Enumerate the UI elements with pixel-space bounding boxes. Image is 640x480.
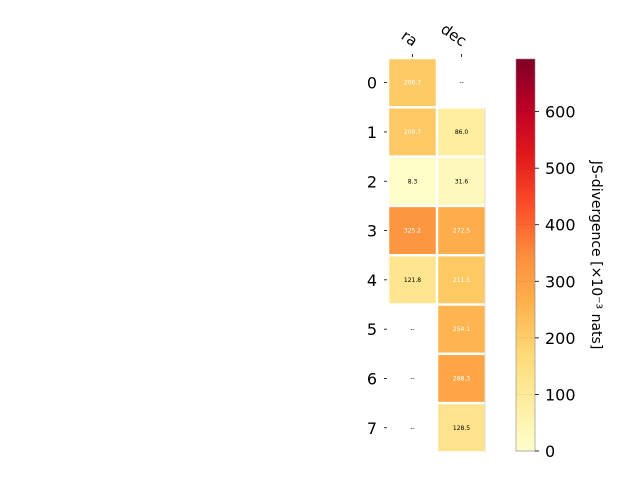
row-tick-label: 4 xyxy=(367,271,377,290)
heatmap-cell xyxy=(438,207,485,254)
cell-value-label: 209.7 xyxy=(404,129,421,136)
row-tick-label: 3 xyxy=(367,222,377,241)
colorbar-tick-label: 300 xyxy=(545,272,576,291)
heatmap-cell xyxy=(438,305,485,353)
cell-value-label: -- xyxy=(410,425,414,432)
colorbar: 0 100 200 300 400 500 600 JS-divergence [×10⁻³… xyxy=(515,58,604,461)
cell-value-label: 288.3 xyxy=(453,375,470,382)
cell-value-label: 128.5 xyxy=(453,425,470,432)
colorbar-tick-label: 0 xyxy=(545,442,555,461)
heatmap-cell xyxy=(389,108,436,156)
cell-value-label: -- xyxy=(410,326,414,333)
row-tick-label: 6 xyxy=(367,369,377,388)
colorbar-label: JS-divergence [×10⁻³ nats] xyxy=(588,160,604,350)
cell-value-label: 272.5 xyxy=(453,228,470,235)
heatmap-cell xyxy=(438,256,485,304)
heatmap-cell xyxy=(438,108,485,156)
cell-value-label: -- xyxy=(410,375,414,382)
column-tick-label: dec xyxy=(437,20,469,50)
heatmap-cell xyxy=(389,207,436,254)
cell-value-label: 254.1 xyxy=(453,326,470,333)
row-tick-label: 5 xyxy=(367,320,377,339)
heatmap-cell xyxy=(389,256,436,304)
colorbar-tick-label: 500 xyxy=(545,159,576,178)
row-tick-label: 0 xyxy=(367,74,377,93)
cell-value-label: 206.7 xyxy=(404,80,421,87)
cell-value-label: 325.2 xyxy=(404,228,421,235)
colorbar-tick-label: 200 xyxy=(545,329,576,348)
cell-value-label: 31.6 xyxy=(455,178,469,185)
column-tick-labels: ra dec xyxy=(398,20,470,57)
heatmap-cell xyxy=(389,59,436,107)
heatmap-cells: 206.7 -- 209.7 86.0 8.3 31.6 325.2 272.5 121.8 21… xyxy=(389,59,486,453)
colorbar-gradient xyxy=(515,58,536,452)
cell-value-label: 211.5 xyxy=(453,277,470,284)
column-tick-label: ra xyxy=(398,27,421,51)
row-tick-label: 7 xyxy=(367,419,377,438)
colorbar-tick-label: 400 xyxy=(545,216,576,235)
heatmap-cell xyxy=(438,355,485,402)
colorbar-tick-label: 600 xyxy=(545,103,576,122)
heatmap-cell xyxy=(438,404,485,452)
colorbar-tick-label: 100 xyxy=(545,385,576,404)
cell-value-label: 86.0 xyxy=(455,129,469,136)
cell-value-label: 8.3 xyxy=(408,178,418,185)
row-tick-label: 1 xyxy=(367,123,377,142)
cell-value-label: -- xyxy=(459,80,463,87)
heatmap-cell xyxy=(438,157,485,205)
heatmap-cell xyxy=(389,157,436,205)
cell-value-label: 121.8 xyxy=(404,277,421,284)
colorbar-ticks: 0 100 200 300 400 500 600 xyxy=(516,103,576,461)
row-tick-labels: 0 1 2 3 4 5 6 7 xyxy=(367,74,387,438)
row-tick-label: 2 xyxy=(367,172,377,191)
